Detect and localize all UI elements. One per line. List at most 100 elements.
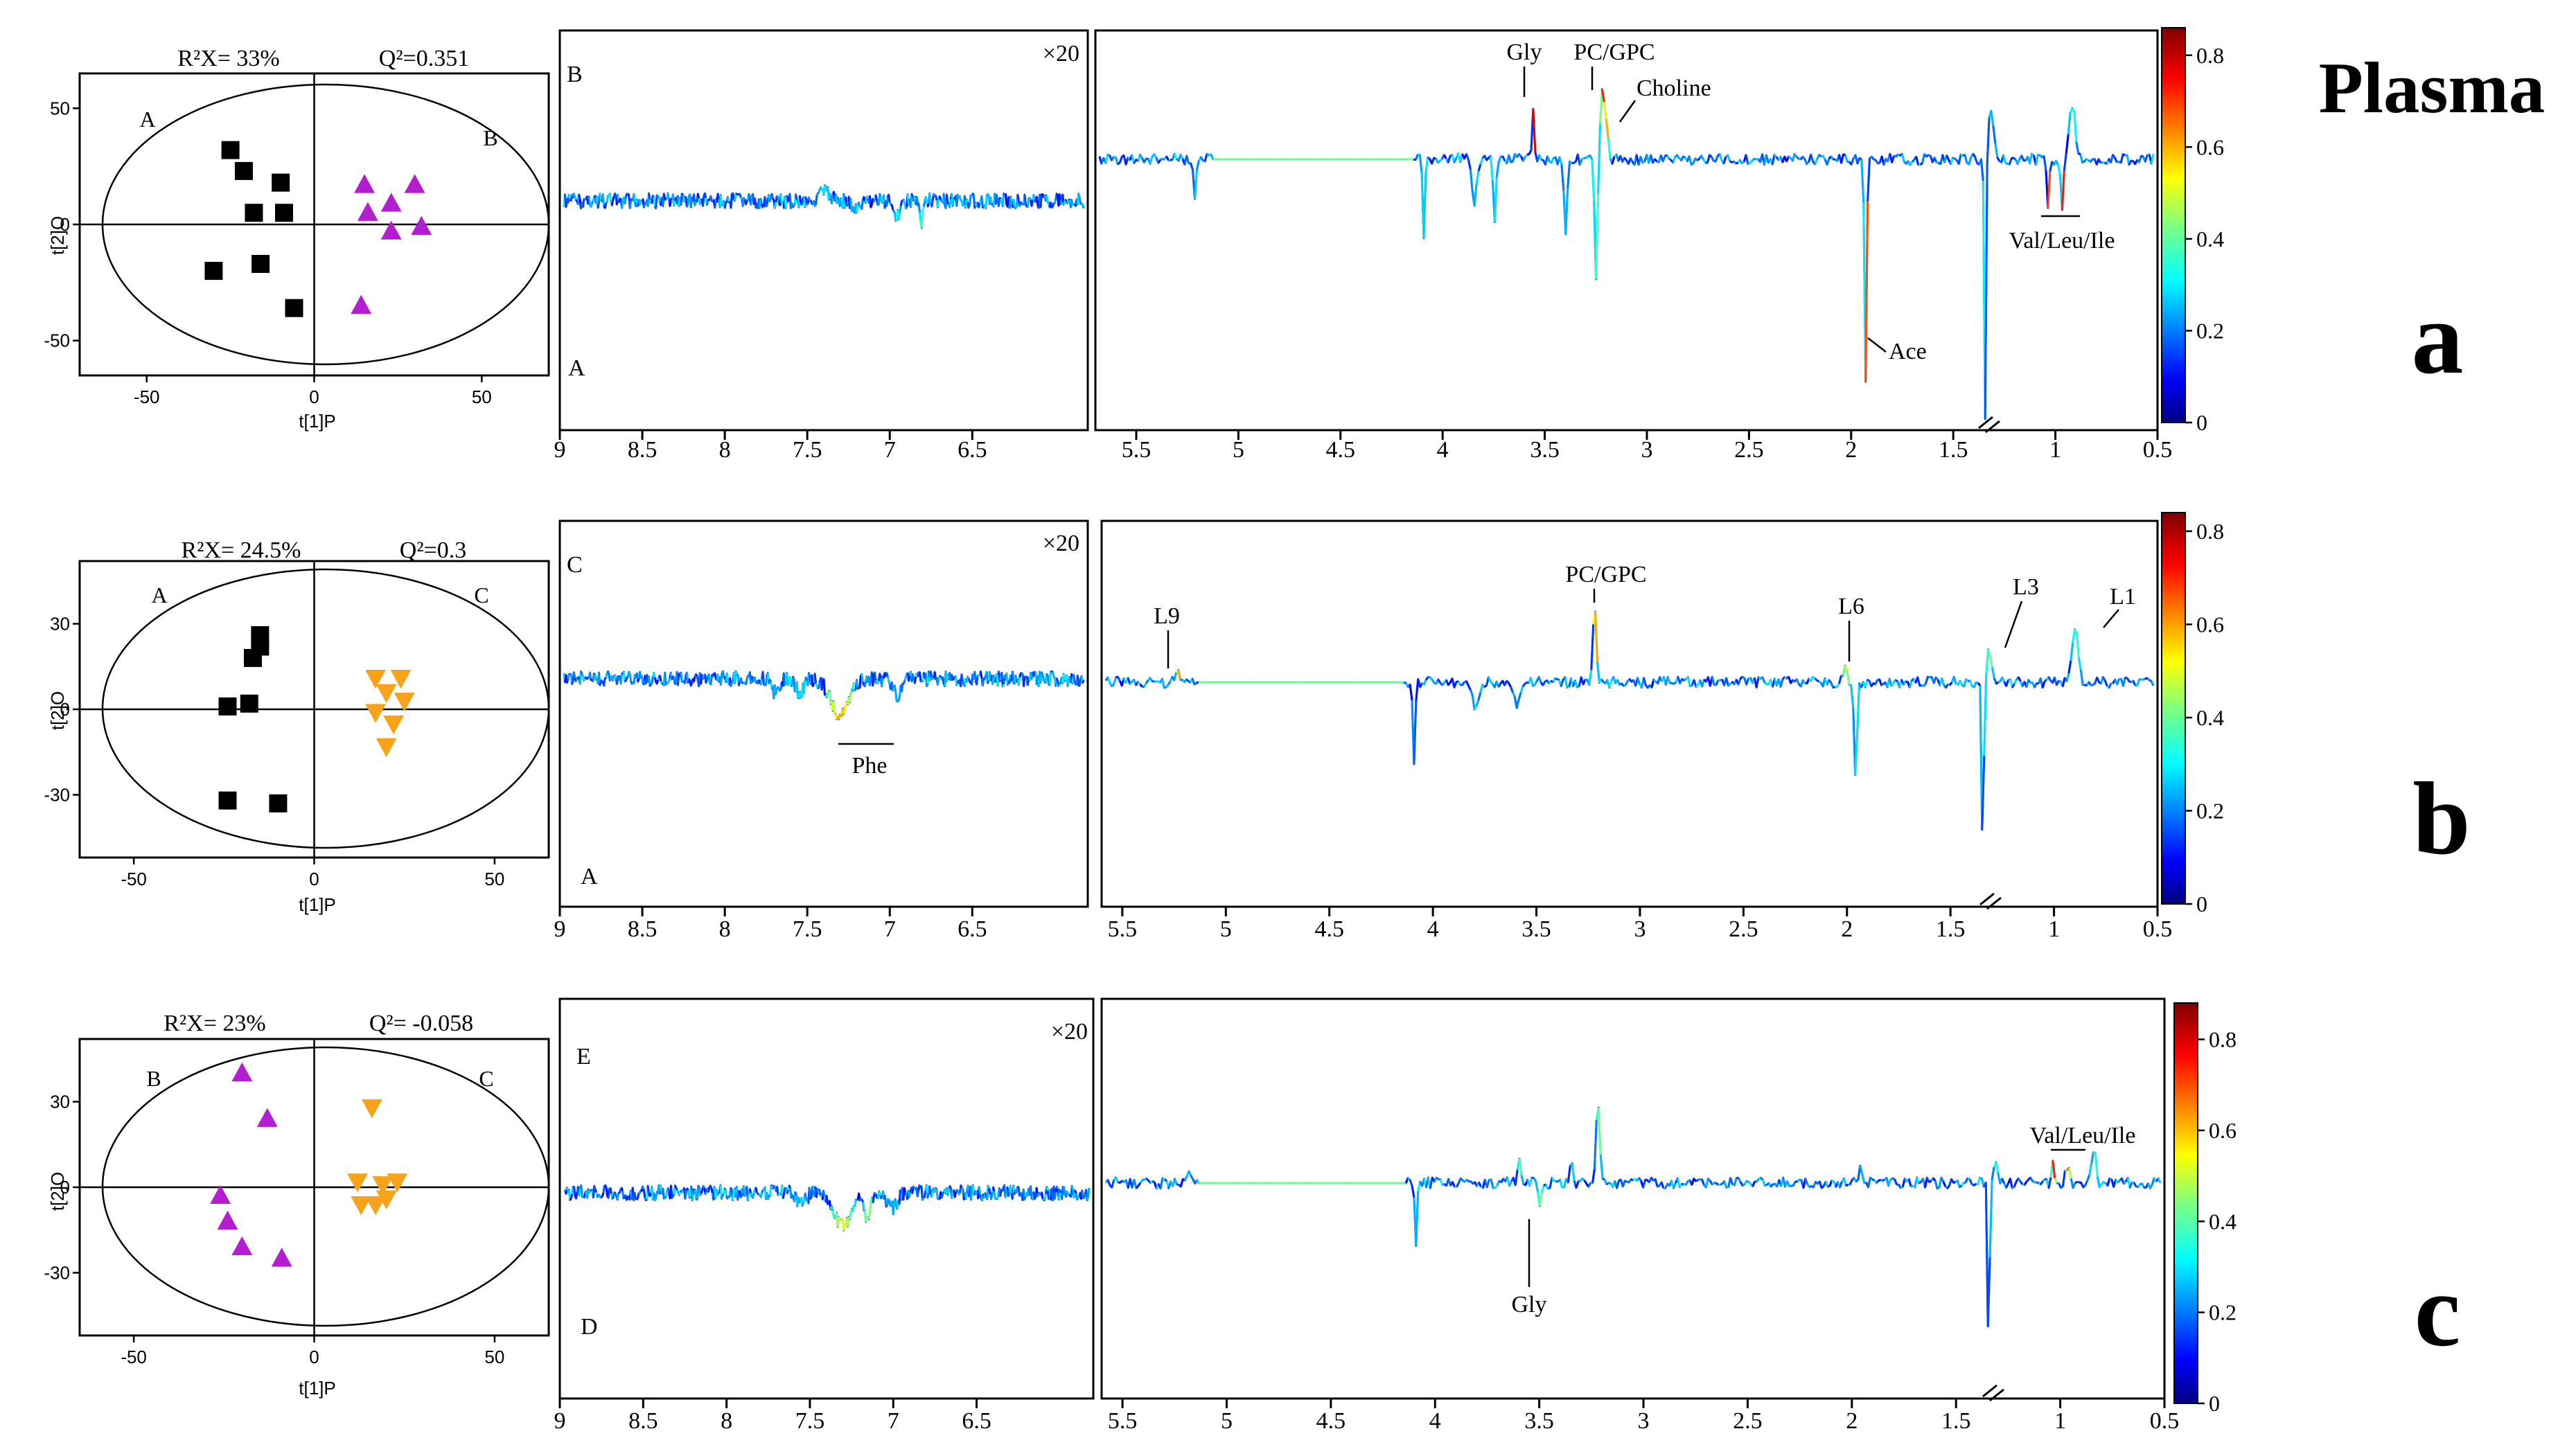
spectrum-segment (1149, 677, 1154, 682)
spectrum-segment (675, 1187, 678, 1191)
spectrum-segment (993, 1191, 996, 1199)
spectrum-segment (1954, 157, 1958, 161)
colorbar-tick-label: 0.2 (2209, 1300, 2237, 1325)
spectrum-segment (1051, 206, 1054, 208)
spectrum-segment (1033, 1196, 1037, 1200)
score-point-triangle-down (365, 670, 386, 689)
spectrum-segment (1554, 677, 1558, 681)
spectrum-segment (1894, 1179, 1898, 1185)
score-point-triangle-down (376, 1190, 397, 1210)
x-tick-label: 7.5 (793, 437, 822, 463)
spectrum-segment (687, 196, 690, 205)
spectrum-segment (990, 1192, 994, 1200)
zoom-factor: ×20 (1051, 1019, 1088, 1045)
spectrum-segment (827, 690, 830, 694)
spectrum-segment (1704, 1178, 1709, 1188)
spectrum-segment (607, 671, 610, 675)
spectrum-segment (1564, 677, 1569, 688)
spectrum-segment (720, 1194, 724, 1200)
spectrum-segment (2041, 681, 2046, 689)
spectrum-segment (1952, 676, 1957, 684)
spectrum-segment (1727, 683, 1731, 686)
spectrum-segment (820, 678, 824, 690)
spectrum-segment (1961, 1182, 1965, 1187)
spectrum-segment (1937, 1186, 1940, 1190)
spectrum-segment (1465, 680, 1470, 686)
spectrum-segment (888, 681, 891, 685)
score-axes (80, 73, 550, 375)
spectrum-segment (1582, 679, 1587, 685)
spectrum-segment (2029, 154, 2033, 163)
spectrum-segment (627, 193, 630, 196)
spectrum-segment (775, 195, 778, 202)
spectrum-segment (1483, 684, 1488, 689)
spectrum-segment (1760, 1177, 1764, 1181)
spectrum-segment (1897, 153, 1900, 157)
spectrum-segment (1564, 188, 1569, 234)
spectrum-segment (580, 671, 583, 675)
score-points (218, 626, 415, 813)
annotation-choline: Choline (1637, 76, 1711, 101)
spectrum-segment (1959, 1184, 1962, 1188)
spectrum-segment (1114, 157, 1119, 165)
spectrum-segment (962, 681, 965, 686)
x-axis-label: t[1]P (299, 894, 335, 915)
spectrum-segment (667, 677, 671, 682)
spectrum-segment (752, 677, 755, 682)
spectrum-segment (888, 1199, 892, 1206)
score-point-square (243, 648, 262, 667)
spectrum-segment (1664, 154, 1668, 157)
spectrum-segment (2108, 683, 2112, 689)
spectrum-segment (2138, 155, 2142, 163)
spectrum-segment (852, 206, 855, 212)
spectrum-segment (778, 1192, 781, 1196)
spectrum-segment (2009, 1178, 2013, 1189)
spectrum-segment (1153, 154, 1158, 159)
spectrum-segment (1115, 1177, 1119, 1183)
spectrum-segment (872, 1195, 875, 1203)
spectrum-segment (1936, 161, 1939, 164)
score-point-triangle-up (231, 1062, 253, 1082)
spectrum-segment (1701, 1179, 1705, 1185)
spectrum-segment (1073, 203, 1075, 206)
annotation-ace: Ace (1889, 339, 1927, 364)
spectrum-segment (2067, 112, 2072, 135)
spectrum-segment (874, 1193, 879, 1198)
spectrum-segment (593, 1185, 597, 1190)
spectrum-segment (568, 673, 571, 676)
spectrum-segment (761, 1189, 764, 1193)
spectrum-segment (2070, 643, 2074, 661)
spectrum-segment (1587, 1182, 1591, 1187)
spectrum-segment (594, 1189, 598, 1193)
spectrum-segment (649, 199, 652, 203)
x-tick-label: 9 (554, 1408, 566, 1434)
spectrum-segment (1634, 1178, 1638, 1182)
spectrum-segment (1898, 1184, 1902, 1189)
spectrum-segment (964, 1193, 969, 1199)
top-group-label: C (567, 552, 583, 578)
spectrum-segment (1968, 157, 1973, 165)
q2-label: Q²=0.3 (400, 538, 466, 563)
spectrum-segment (831, 193, 834, 204)
spectrum-segment (1755, 677, 1760, 688)
spectrum-segment (1581, 1178, 1585, 1182)
spectrum-segment (1927, 154, 1931, 157)
spectrum-segment (646, 1185, 650, 1194)
spectrum-segment (869, 1200, 872, 1211)
spectrum-segment (1714, 155, 1719, 162)
spectrum-segment (2094, 1153, 2099, 1178)
spectrum-segment (1965, 678, 1969, 682)
spectrum-segment (621, 199, 624, 208)
x-tick-label: 1 (2049, 437, 2061, 463)
spectrum-segment (1835, 685, 1837, 689)
spectrum-segment (2122, 153, 2126, 157)
spectrum-segment (1068, 1193, 1071, 1197)
spectrum-segment (2075, 141, 2080, 154)
spectrum-segment (1560, 679, 1564, 686)
spectrum-segment (1894, 679, 1898, 683)
y-tick-label: 30 (50, 1092, 70, 1112)
x-axis-label: t[1]P (299, 411, 335, 432)
spectrum-segment (924, 197, 928, 201)
spectrum-segment (2150, 154, 2155, 164)
spectrum-segment (912, 1186, 916, 1189)
